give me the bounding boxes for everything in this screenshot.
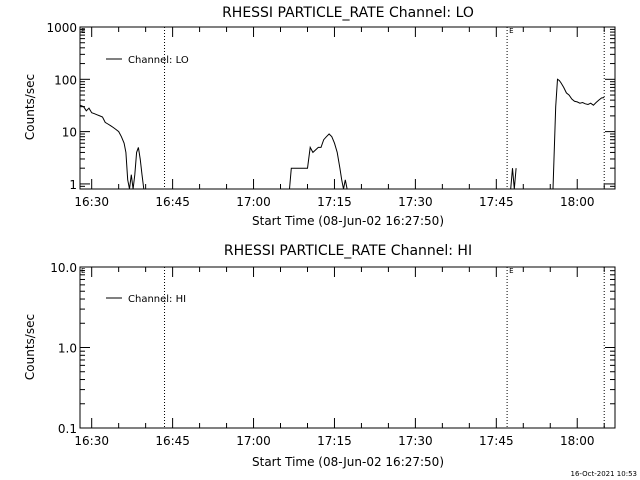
lo-series-line xyxy=(80,104,145,189)
lo-x-tick-label: 17:45 xyxy=(479,195,514,209)
hi-y-tick-label: 1.0 xyxy=(58,342,77,356)
lo-x-tick-label: 16:45 xyxy=(155,195,190,209)
lo-x-tick-label: 17:00 xyxy=(236,195,271,209)
hi-y-tick-label: 0.1 xyxy=(58,422,77,436)
lo-y-axis-label: Counts/sec xyxy=(23,74,37,140)
lo-plot-frame xyxy=(79,26,616,190)
hi-legend: Channel: HI xyxy=(106,294,186,305)
hi-legend-label: Channel: HI xyxy=(128,294,186,305)
hi-x-tick-label: 17:15 xyxy=(317,434,352,448)
lo-x-axis-label: Start Time (08-Jun-02 16:27:50) xyxy=(252,214,444,228)
hi-event-marker-label: E xyxy=(509,267,513,275)
lo-x-tick-label: 17:30 xyxy=(398,195,433,209)
lo-series-line xyxy=(289,133,348,189)
hi-chart-title: RHESSI PARTICLE_RATE Channel: HI xyxy=(224,243,472,259)
lo-y-tick-label: 1000 xyxy=(46,21,77,35)
hi-x-tick-label: 18:00 xyxy=(560,434,595,448)
lo-chart-title: RHESSI PARTICLE_RATE Channel: LO xyxy=(222,5,474,21)
lo-series-line xyxy=(510,168,517,189)
lo-channel-panel: RHESSI PARTICLE_RATE Channel: LO Counts/… xyxy=(23,5,616,228)
lo-legend: Channel: LO xyxy=(106,55,189,66)
hi-x-tick-label: 16:30 xyxy=(74,434,109,448)
hi-x-tick-label: 16:45 xyxy=(155,434,190,448)
lo-x-tick-label: 18:00 xyxy=(560,195,595,209)
lo-corner-marker: E xyxy=(81,27,85,35)
lo-series-line xyxy=(552,78,605,189)
hi-y-tick-label: 10.0 xyxy=(50,261,77,275)
footer-timestamp: 16-Oct-2021 10:53 xyxy=(571,470,637,478)
lo-legend-label: Channel: LO xyxy=(128,55,189,66)
lo-event-marker-label: E xyxy=(509,27,513,35)
hi-y-axis-label: Counts/sec xyxy=(23,314,37,380)
lo-x-tick-label: 17:15 xyxy=(317,195,352,209)
lo-y-tick-label: 100 xyxy=(54,73,77,87)
hi-x-tick-label: 17:45 xyxy=(479,434,514,448)
lo-y-tick-label: 1 xyxy=(69,178,77,192)
hi-x-axis-label: Start Time (08-Jun-02 16:27:50) xyxy=(252,455,444,469)
hi-x-tick-label: 17:00 xyxy=(236,434,271,448)
hi-x-tick-label: 17:30 xyxy=(398,434,433,448)
lo-y-tick-label: 10 xyxy=(62,126,77,140)
hi-channel-panel: RHESSI PARTICLE_RATE Channel: HI Counts/… xyxy=(23,243,616,469)
hi-plot-frame xyxy=(79,266,616,429)
lo-x-tick-label: 16:30 xyxy=(74,195,109,209)
